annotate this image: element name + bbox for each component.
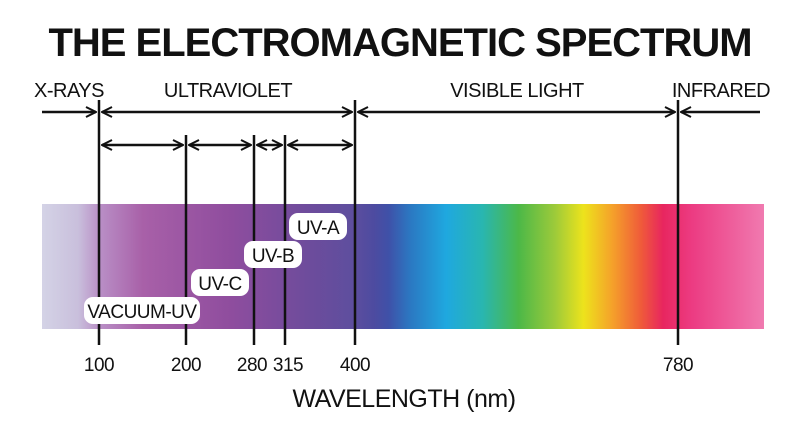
region-label-visible-light: VISIBLE LIGHT [450, 80, 584, 102]
uv-band-label-vacuum-uv: VACUUM-UV [84, 297, 200, 324]
region-label-infrared: INFRARED [672, 80, 770, 102]
region-label-x-rays: X-RAYS [34, 80, 104, 102]
uv-band-label-uv-c: UV-C [191, 269, 249, 296]
tick-label-280: 280 [237, 355, 267, 376]
tick-label-315: 315 [273, 355, 303, 376]
tick-label-100: 100 [84, 355, 114, 376]
page-title: THE ELECTROMAGNETIC SPECTRUM [48, 21, 751, 65]
axis-title: WAVELENGTH (nm) [292, 385, 515, 413]
uv-band-label-uv-c-text: UV-C [198, 274, 241, 295]
uv-band-label-uv-a: UV-A [289, 213, 347, 240]
uv-band-label-uv-a-text: UV-A [297, 218, 340, 239]
tick-label-200: 200 [171, 355, 201, 376]
tick-label-400: 400 [340, 355, 370, 376]
uv-band-label-uv-b: UV-B [244, 241, 302, 268]
uv-band-label-vacuum-uv-text: VACUUM-UV [87, 302, 197, 323]
tick-label-780: 780 [663, 355, 693, 376]
uv-band-label-uv-b-text: UV-B [252, 246, 294, 267]
region-label-ultraviolet: ULTRAVIOLET [164, 80, 293, 102]
